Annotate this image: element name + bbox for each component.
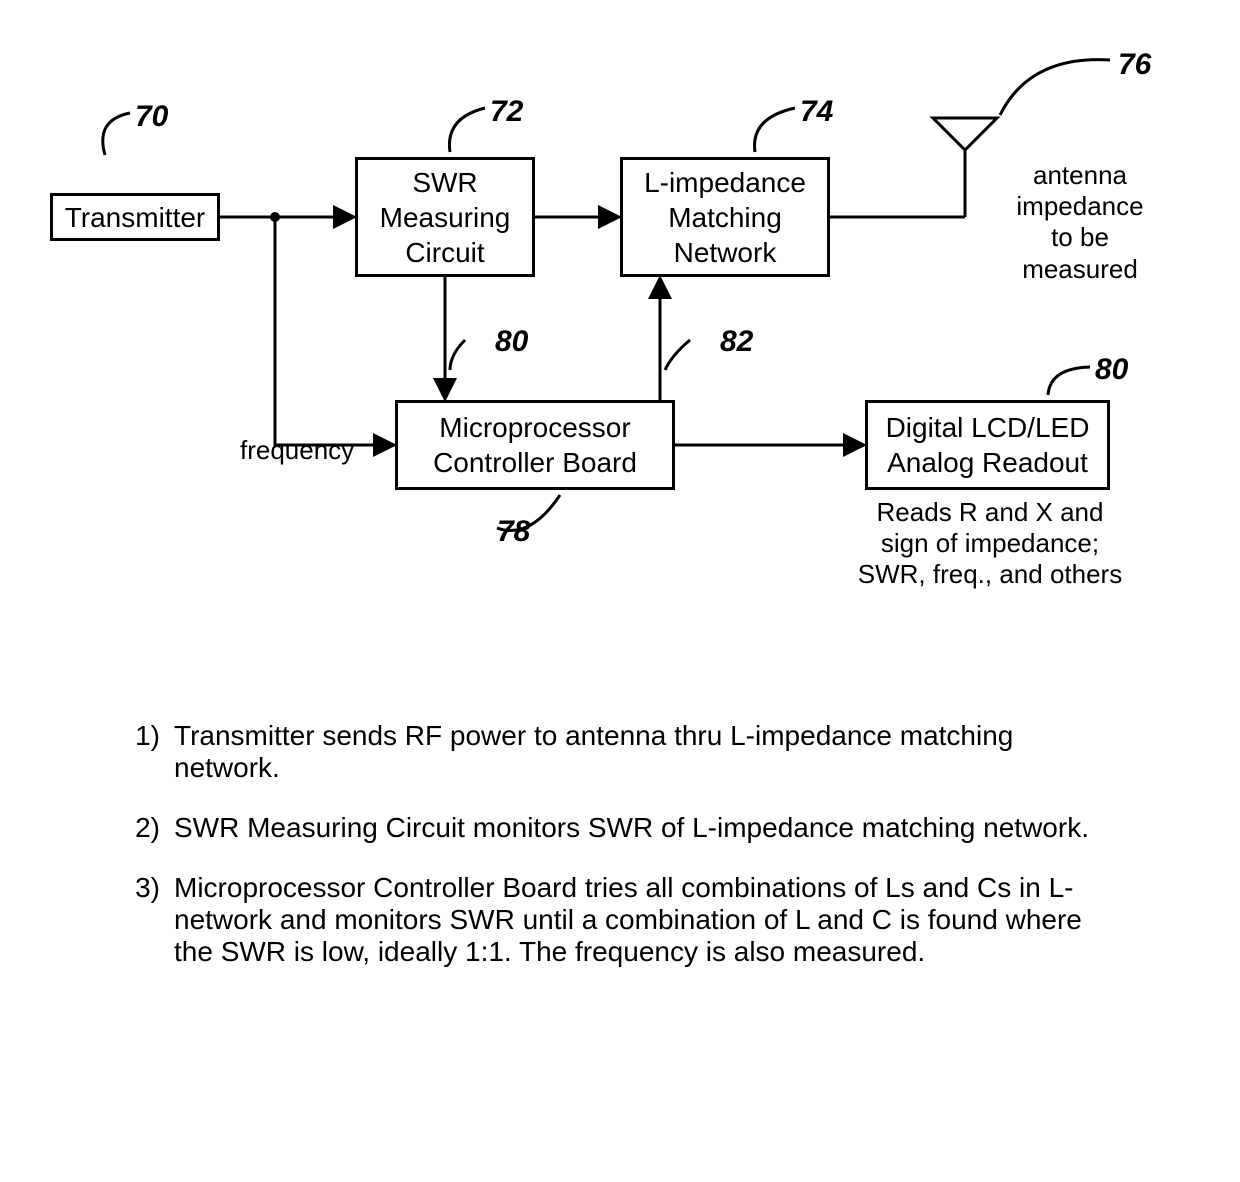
ref-70: 70	[135, 100, 168, 134]
lnet-box: L-impedance Matching Network	[620, 157, 830, 277]
ref-74: 74	[800, 95, 833, 129]
antenna-l1: antenna	[995, 160, 1165, 191]
antenna-icon	[933, 118, 997, 150]
transmitter-label: Transmitter	[65, 200, 206, 235]
transmitter-box: Transmitter	[50, 193, 220, 241]
branch-dot	[270, 212, 280, 222]
ref-80-b: 80	[1095, 353, 1128, 387]
readout-box: Digital LCD/LED Analog Readout	[865, 400, 1110, 490]
antenna-l4: measured	[995, 254, 1165, 285]
mcu-l2: Controller Board	[433, 445, 637, 480]
ref-72: 72	[490, 95, 523, 129]
callout-82	[665, 340, 690, 370]
readout-sub-l3: SWR, freq., and others	[840, 559, 1140, 590]
callout-70	[103, 113, 130, 155]
swr-box: SWR Measuring Circuit	[355, 157, 535, 277]
antenna-text: antenna impedance to be measured	[995, 160, 1165, 285]
note-3-num: 3)	[130, 872, 174, 904]
callout-80a	[450, 340, 465, 370]
swr-l1: SWR	[412, 165, 477, 200]
callout-76	[1000, 60, 1110, 115]
lnet-l3: Network	[674, 235, 777, 270]
note-2: 2) SWR Measuring Circuit monitors SWR of…	[130, 812, 1110, 844]
note-2-text: SWR Measuring Circuit monitors SWR of L-…	[174, 812, 1110, 844]
ref-78: 78	[497, 515, 530, 549]
swr-l2: Measuring	[380, 200, 511, 235]
antenna-l2: impedance	[995, 191, 1165, 222]
ref-80-a: 80	[495, 325, 528, 359]
callout-72	[449, 108, 485, 152]
note-3: 3) Microprocessor Controller Board tries…	[130, 872, 1110, 968]
note-3-text: Microprocessor Controller Board tries al…	[174, 872, 1110, 968]
ref-76: 76	[1118, 48, 1151, 82]
readout-l1: Digital LCD/LED	[886, 410, 1090, 445]
lnet-l2: Matching	[668, 200, 782, 235]
notes-block: 1) Transmitter sends RF power to antenna…	[130, 720, 1110, 996]
frequency-label: frequency	[240, 435, 354, 466]
mcu-l1: Microprocessor	[439, 410, 630, 445]
callout-74	[755, 108, 796, 152]
readout-subtext: Reads R and X and sign of impedance; SWR…	[840, 497, 1140, 591]
readout-sub-l1: Reads R and X and	[840, 497, 1140, 528]
swr-l3: Circuit	[405, 235, 484, 270]
note-1-num: 1)	[130, 720, 174, 752]
readout-sub-l2: sign of impedance;	[840, 528, 1140, 559]
antenna-l3: to be	[995, 222, 1165, 253]
callout-80b	[1048, 367, 1090, 395]
lnet-l1: L-impedance	[644, 165, 806, 200]
mcu-box: Microprocessor Controller Board	[395, 400, 675, 490]
diagram-canvas: Transmitter SWR Measuring Circuit L-impe…	[0, 0, 1240, 1182]
note-1: 1) Transmitter sends RF power to antenna…	[130, 720, 1110, 784]
ref-82: 82	[720, 325, 753, 359]
note-1-text: Transmitter sends RF power to antenna th…	[174, 720, 1110, 784]
readout-l2: Analog Readout	[887, 445, 1088, 480]
note-2-num: 2)	[130, 812, 174, 844]
